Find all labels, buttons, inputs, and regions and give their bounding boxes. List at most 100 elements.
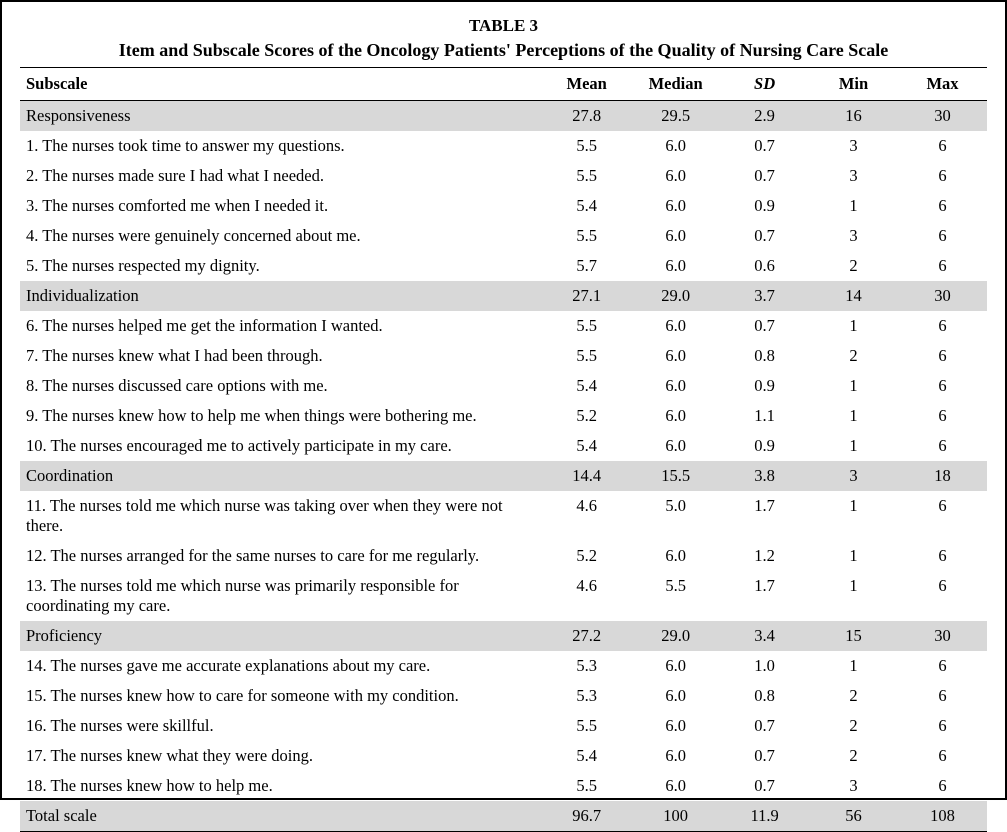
cell-median: 6.0 (631, 191, 720, 221)
cell-median: 100 (631, 801, 720, 832)
table-label: TABLE 3 (20, 16, 987, 36)
table-row: 8. The nurses discussed care options wit… (20, 371, 987, 401)
cell-min: 2 (809, 251, 898, 281)
cell-label: Responsiveness (20, 101, 542, 132)
col-median: Median (631, 68, 720, 101)
cell-label: 12. The nurses arranged for the same nur… (20, 541, 542, 571)
table-row: 15. The nurses knew how to care for some… (20, 681, 987, 711)
table-row: Responsiveness27.829.52.91630 (20, 101, 987, 132)
cell-min: 1 (809, 541, 898, 571)
cell-max: 6 (898, 251, 987, 281)
cell-sd: 3.7 (720, 281, 809, 311)
cell-max: 30 (898, 101, 987, 132)
cell-min: 1 (809, 651, 898, 681)
cell-max: 30 (898, 281, 987, 311)
cell-min: 1 (809, 191, 898, 221)
cell-sd: 0.7 (720, 711, 809, 741)
cell-min: 1 (809, 431, 898, 461)
cell-min: 56 (809, 801, 898, 832)
cell-mean: 27.1 (542, 281, 631, 311)
cell-min: 2 (809, 711, 898, 741)
cell-min: 3 (809, 131, 898, 161)
cell-min: 14 (809, 281, 898, 311)
cell-sd: 0.9 (720, 371, 809, 401)
cell-max: 6 (898, 681, 987, 711)
table-row: Proficiency27.229.03.41530 (20, 621, 987, 651)
cell-median: 6.0 (631, 711, 720, 741)
cell-median: 6.0 (631, 161, 720, 191)
cell-median: 6.0 (631, 741, 720, 771)
cell-sd: 2.9 (720, 101, 809, 132)
cell-label: 6. The nurses helped me get the informat… (20, 311, 542, 341)
cell-mean: 5.5 (542, 311, 631, 341)
cell-max: 6 (898, 221, 987, 251)
cell-sd: 0.9 (720, 191, 809, 221)
table-row: Individualization27.129.03.71430 (20, 281, 987, 311)
cell-min: 1 (809, 311, 898, 341)
cell-label: 11. The nurses told me which nurse was t… (20, 491, 542, 541)
cell-max: 108 (898, 801, 987, 832)
table-row: 11. The nurses told me which nurse was t… (20, 491, 987, 541)
cell-sd: 0.7 (720, 741, 809, 771)
cell-min: 1 (809, 371, 898, 401)
cell-sd: 11.9 (720, 801, 809, 832)
cell-median: 6.0 (631, 681, 720, 711)
cell-mean: 96.7 (542, 801, 631, 832)
cell-sd: 0.7 (720, 311, 809, 341)
cell-median: 5.5 (631, 571, 720, 621)
cell-mean: 5.5 (542, 131, 631, 161)
cell-label: 5. The nurses respected my dignity. (20, 251, 542, 281)
cell-label: 14. The nurses gave me accurate explanat… (20, 651, 542, 681)
cell-max: 6 (898, 571, 987, 621)
table-row: 6. The nurses helped me get the informat… (20, 311, 987, 341)
cell-sd: 0.9 (720, 431, 809, 461)
cell-label: 17. The nurses knew what they were doing… (20, 741, 542, 771)
cell-sd: 0.8 (720, 341, 809, 371)
table-row: 9. The nurses knew how to help me when t… (20, 401, 987, 431)
table-row: 7. The nurses knew what I had been throu… (20, 341, 987, 371)
col-subscale: Subscale (20, 68, 542, 101)
cell-max: 6 (898, 431, 987, 461)
cell-max: 6 (898, 741, 987, 771)
cell-max: 6 (898, 711, 987, 741)
table-row: 2. The nurses made sure I had what I nee… (20, 161, 987, 191)
cell-sd: 1.0 (720, 651, 809, 681)
cell-mean: 27.8 (542, 101, 631, 132)
cell-max: 6 (898, 491, 987, 541)
col-min: Min (809, 68, 898, 101)
cell-mean: 5.4 (542, 371, 631, 401)
cell-mean: 5.5 (542, 771, 631, 801)
table-row: Total scale96.710011.956108 (20, 801, 987, 832)
table-row: Coordination14.415.53.8318 (20, 461, 987, 491)
cell-sd: 1.1 (720, 401, 809, 431)
table-title: Item and Subscale Scores of the Oncology… (20, 40, 987, 61)
cell-mean: 5.5 (542, 221, 631, 251)
cell-label: 13. The nurses told me which nurse was p… (20, 571, 542, 621)
table-row: 18. The nurses knew how to help me.5.56.… (20, 771, 987, 801)
cell-sd: 3.4 (720, 621, 809, 651)
cell-mean: 5.4 (542, 191, 631, 221)
table-row: 10. The nurses encouraged me to actively… (20, 431, 987, 461)
cell-label: 15. The nurses knew how to care for some… (20, 681, 542, 711)
cell-sd: 0.7 (720, 771, 809, 801)
table-row: 3. The nurses comforted me when I needed… (20, 191, 987, 221)
cell-max: 18 (898, 461, 987, 491)
cell-sd: 0.7 (720, 131, 809, 161)
cell-max: 6 (898, 541, 987, 571)
cell-min: 3 (809, 771, 898, 801)
cell-min: 1 (809, 491, 898, 541)
cell-max: 6 (898, 131, 987, 161)
cell-max: 6 (898, 341, 987, 371)
cell-mean: 5.5 (542, 161, 631, 191)
cell-mean: 4.6 (542, 571, 631, 621)
cell-min: 2 (809, 681, 898, 711)
cell-median: 6.0 (631, 401, 720, 431)
cell-median: 6.0 (631, 771, 720, 801)
cell-max: 6 (898, 161, 987, 191)
cell-mean: 5.3 (542, 681, 631, 711)
cell-median: 29.0 (631, 281, 720, 311)
cell-median: 6.0 (631, 541, 720, 571)
cell-sd: 1.7 (720, 571, 809, 621)
cell-mean: 5.7 (542, 251, 631, 281)
cell-min: 2 (809, 341, 898, 371)
